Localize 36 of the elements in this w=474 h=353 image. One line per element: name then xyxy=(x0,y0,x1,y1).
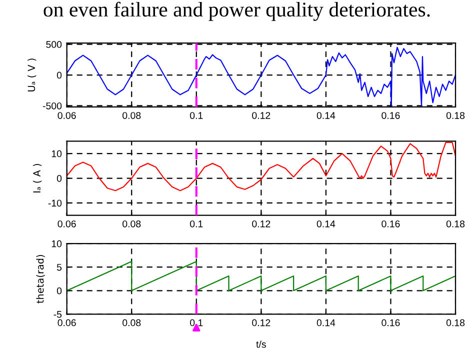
x-tick-label: 0.18 xyxy=(446,220,465,228)
x-axis-title: t/s xyxy=(256,340,266,348)
x-tick-label: 0.06 xyxy=(58,112,76,119)
y-tick-label: 0 xyxy=(56,72,62,79)
y-axis-title: Iₐ ( A ) xyxy=(32,164,42,192)
text: on even failure and power quality deteriorates. xyxy=(44,2,430,21)
x-tick-label: 0.12 xyxy=(252,112,270,119)
x-tick-label: 0.16 xyxy=(382,319,400,326)
x-tick-label: 0.14 xyxy=(316,220,336,228)
x-tick-label: 0.08 xyxy=(122,319,141,326)
x-tick-label: 0.12 xyxy=(252,220,270,228)
x-tick-label: 0.14 xyxy=(316,319,336,326)
x-tick-label: 0.12 xyxy=(252,319,270,326)
y-tick-label: 0 xyxy=(56,175,62,182)
y-tick-label: 0 xyxy=(56,287,62,294)
y-tick-label: 10 xyxy=(52,240,62,248)
x-tick-label: 0.06 xyxy=(58,220,76,228)
y-tick-label: -10 xyxy=(48,200,62,207)
x-tick-label: 0.16 xyxy=(382,112,400,119)
x-tick-label: 0.1 xyxy=(190,112,203,119)
x-tick-label: 0.08 xyxy=(122,220,141,228)
x-tick-label: 0.14 xyxy=(316,112,336,119)
x-tick-label: 0.16 xyxy=(382,220,400,228)
x-tick-label: 0.18 xyxy=(446,112,465,119)
x-tick-label: 0.06 xyxy=(58,319,76,326)
x-tick-label: 0.08 xyxy=(122,112,141,119)
y-tick-label: -500 xyxy=(42,102,62,110)
y-axis-title: theta(rad) xyxy=(36,254,45,304)
y-tick-label: 5 xyxy=(56,264,62,271)
y-tick-label: 10 xyxy=(52,150,62,158)
y-tick-label: 500 xyxy=(46,41,62,48)
x-tick-label: 0.1 xyxy=(190,220,203,228)
x-tick-label: 0.18 xyxy=(446,319,465,326)
x-tick-label: 0.1 xyxy=(190,319,203,326)
y-tick-label: -5 xyxy=(54,311,62,318)
y-axis-title: Uₐ ( V ) xyxy=(28,58,36,92)
